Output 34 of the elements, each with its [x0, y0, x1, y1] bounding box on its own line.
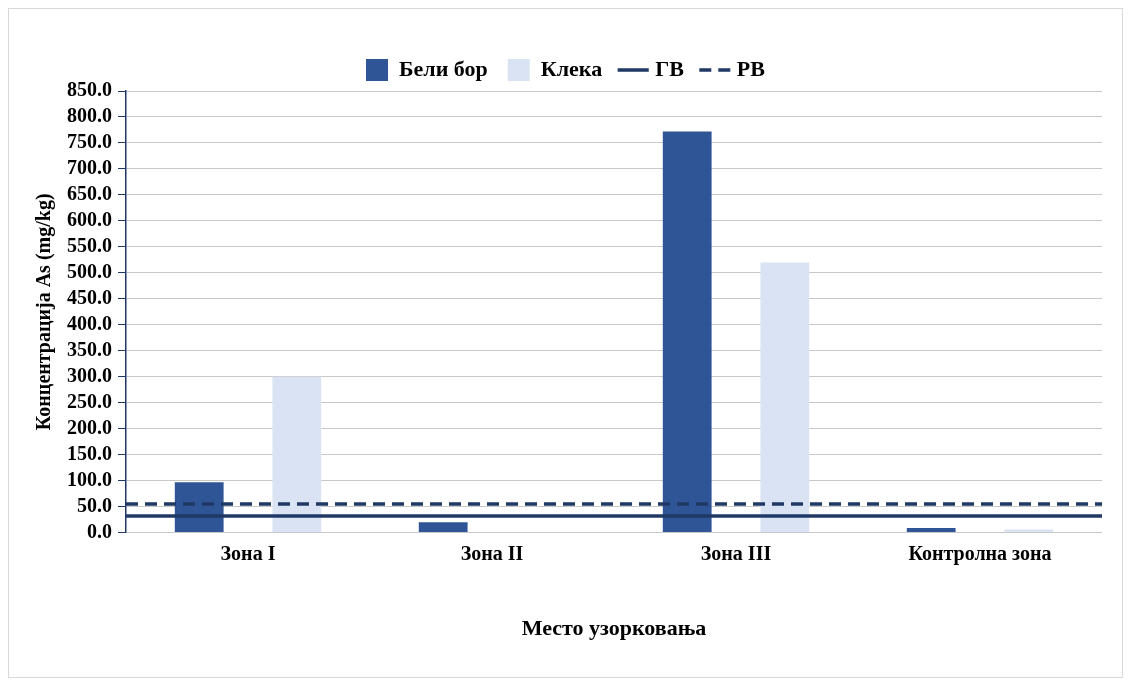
- y-tick-label: 350.0: [67, 337, 112, 360]
- x-tick-label: Зона II: [460, 541, 524, 564]
- bar: [418, 522, 468, 533]
- y-axis-title: Концентрација As (mg/kg): [32, 193, 56, 431]
- y-tick-label: 650.0: [67, 182, 112, 205]
- bar: [272, 376, 322, 533]
- y-tick-label: 500.0: [67, 260, 112, 283]
- bar: [760, 262, 810, 533]
- x-axis-title: Место узорковања: [521, 615, 707, 641]
- y-tick-label: 200.0: [67, 415, 112, 438]
- legend-label: РВ: [736, 55, 766, 81]
- x-tick-label: Зона I: [220, 541, 276, 564]
- y-tick-label: 800.0: [67, 104, 112, 127]
- y-tick-label: 400.0: [67, 311, 112, 334]
- x-tick-label: Контролна зона: [908, 541, 1052, 565]
- bar: [662, 131, 712, 533]
- y-tick-label: 700.0: [67, 156, 112, 179]
- y-tick-label: 100.0: [67, 467, 112, 490]
- y-tick-label: 300.0: [67, 363, 112, 386]
- bar: [906, 527, 956, 533]
- y-tick-label: 600.0: [67, 208, 112, 231]
- y-tick-label: 250.0: [67, 389, 112, 412]
- y-tick-label: 450.0: [67, 285, 112, 308]
- bar: [1004, 529, 1054, 533]
- y-tick-label: 550.0: [67, 234, 112, 257]
- x-tick-label: Зона III: [700, 541, 772, 564]
- legend-label: Клека: [540, 55, 603, 81]
- y-tick-label: 150.0: [67, 441, 112, 464]
- y-tick-label: 0.0: [87, 519, 112, 542]
- legend-label: ГВ: [655, 55, 685, 81]
- y-tick-label: 850.0: [67, 78, 112, 101]
- legend-label: Бели бор: [399, 55, 488, 81]
- y-tick-label: 50.0: [77, 493, 112, 516]
- y-tick-label: 750.0: [67, 130, 112, 153]
